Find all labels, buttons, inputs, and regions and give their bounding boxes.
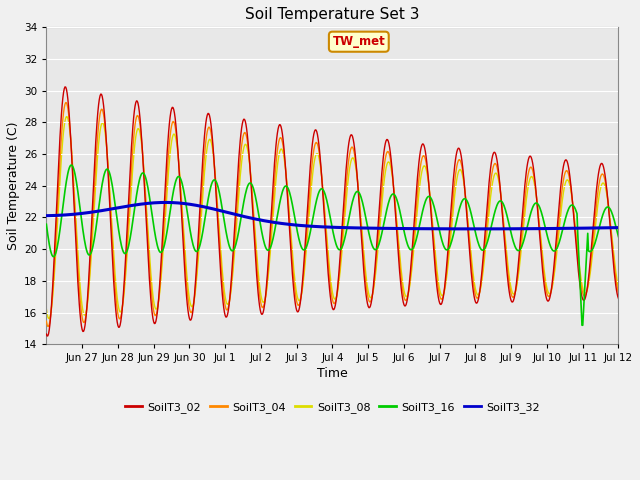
X-axis label: Time: Time [317,368,348,381]
Text: TW_met: TW_met [332,35,385,48]
Y-axis label: Soil Temperature (C): Soil Temperature (C) [7,121,20,250]
Legend: SoilT3_02, SoilT3_04, SoilT3_08, SoilT3_16, SoilT3_32: SoilT3_02, SoilT3_04, SoilT3_08, SoilT3_… [121,397,544,417]
Title: Soil Temperature Set 3: Soil Temperature Set 3 [245,7,420,22]
